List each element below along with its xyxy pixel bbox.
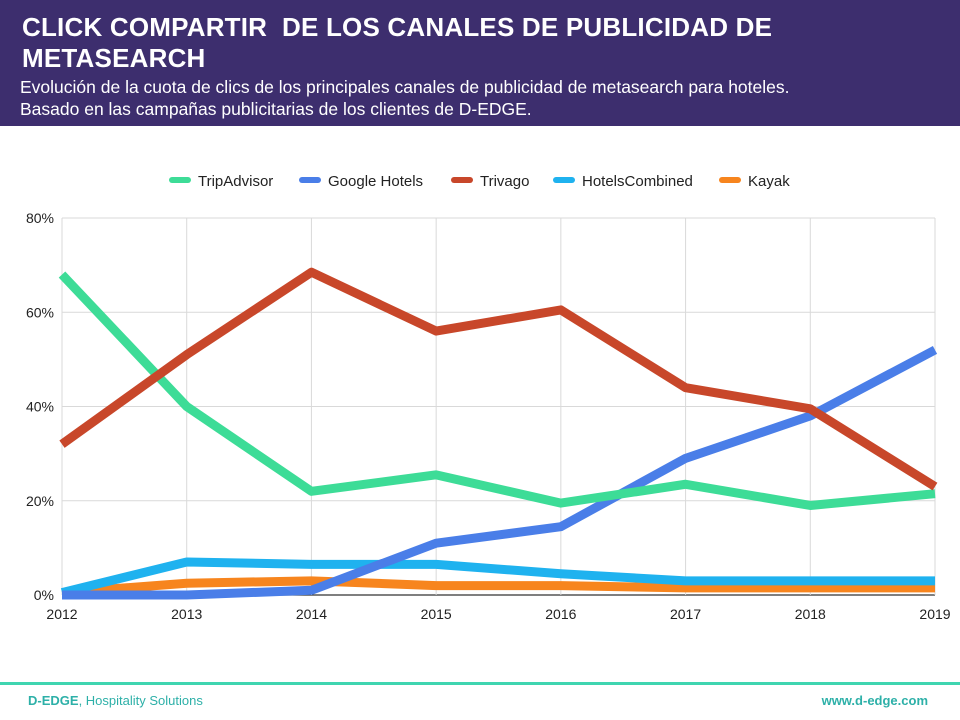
series-line-trivago xyxy=(59,267,938,491)
legend-label: HotelsCombined xyxy=(582,173,693,190)
legend-label: TripAdvisor xyxy=(198,173,273,190)
footer-tagline: , Hospitality Solutions xyxy=(78,693,203,708)
footer-brand: D-EDGE, Hospitality Solutions xyxy=(28,693,203,708)
page-title: CLICK COMPARTIR DE LOS CANALES DE PUBLIC… xyxy=(22,12,780,73)
legend-item-google-hotels: Google Hotels xyxy=(299,173,423,190)
legend-item-kayak: Kayak xyxy=(719,173,790,190)
x-tick-label: 2012 xyxy=(46,606,77,622)
page-subtitle: Evolución de la cuota de clics de los pr… xyxy=(20,76,960,120)
legend-label: Kayak xyxy=(748,173,790,190)
y-tick-label: 0% xyxy=(34,587,54,603)
x-tick-label: 2016 xyxy=(545,606,576,622)
footer-divider xyxy=(0,682,960,685)
x-tick-label: 2017 xyxy=(670,606,701,622)
subtitle-line-2: Basado en las campañas publicitarias de … xyxy=(20,99,532,119)
footer-brand-name: D-EDGE xyxy=(28,693,79,708)
chart-legend: TripAdvisor Google Hotels Trivago HotelsCom… xyxy=(169,173,790,190)
x-tick-label: 2015 xyxy=(421,606,452,622)
legend-item-trivago: Trivago xyxy=(451,173,529,190)
y-tick-label: 80% xyxy=(26,210,54,226)
x-tick-label: 2018 xyxy=(795,606,826,622)
header-banner: CLICK COMPARTIR DE LOS CANALES DE PUBLIC… xyxy=(0,0,960,126)
x-tick-label: 2019 xyxy=(919,606,950,622)
footer-website[interactable]: www.d-edge.com xyxy=(821,693,928,708)
legend-item-tripadvisor: TripAdvisor xyxy=(169,173,273,190)
subtitle-line-1: Evolución de la cuota de clics de los pr… xyxy=(20,77,790,97)
y-axis-labels: 0% 20% 40% 60% 80% xyxy=(26,210,54,603)
series-line-google-hotels xyxy=(62,345,938,600)
line-chart: TripAdvisor Google Hotels Trivago HotelsCom… xyxy=(26,173,951,622)
legend-label: Trivago xyxy=(480,173,529,190)
x-axis-labels: 2012 2013 2014 2015 2016 2017 2018 2019 xyxy=(46,606,950,622)
x-tick-label: 2013 xyxy=(171,606,202,622)
series-line-tripadvisor xyxy=(58,271,936,510)
series-line-kayak xyxy=(61,576,935,598)
legend-label: Google Hotels xyxy=(328,173,423,190)
y-tick-label: 60% xyxy=(26,304,54,320)
y-tick-label: 20% xyxy=(26,493,54,509)
chart-series-lines xyxy=(58,267,938,600)
y-tick-label: 40% xyxy=(26,399,54,415)
series-line-hotelscombined xyxy=(60,557,935,598)
legend-item-hotelscombined: HotelsCombined xyxy=(553,173,693,190)
x-tick-label: 2014 xyxy=(296,606,327,622)
